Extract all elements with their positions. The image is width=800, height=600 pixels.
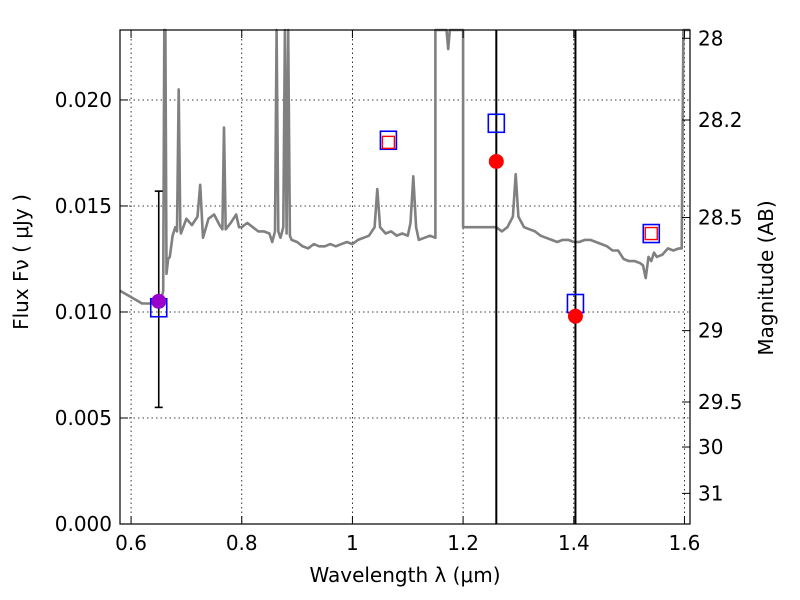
mag-tick-label: 31 bbox=[698, 481, 723, 505]
plot-frame bbox=[119, 29, 691, 525]
y-tick-label: 0.020 bbox=[55, 88, 112, 112]
grid-lines bbox=[120, 30, 690, 525]
inner-square-marker bbox=[381, 135, 396, 150]
x-tick-label: 0.6 bbox=[115, 531, 147, 555]
inner-square-marker bbox=[644, 226, 658, 241]
x-tick-label: 0.8 bbox=[226, 531, 258, 555]
mag-tick-label: 30 bbox=[698, 435, 723, 459]
model-square-marker bbox=[642, 223, 661, 244]
observed-point bbox=[488, 153, 504, 169]
x-tick-label: 1.6 bbox=[669, 531, 701, 555]
mag-tick-label: 29 bbox=[698, 319, 723, 343]
model-square-marker bbox=[379, 130, 398, 151]
x-tick-label: 1 bbox=[346, 531, 359, 555]
y-tick-label: 0.005 bbox=[55, 406, 112, 430]
x-axis-label: Wavelength λ (μm) bbox=[309, 563, 500, 587]
mag-tick-label: 28 bbox=[698, 26, 723, 50]
model-square-marker bbox=[487, 113, 506, 134]
x-tick-label: 1.4 bbox=[558, 531, 590, 555]
mag-tick-label: 29.5 bbox=[698, 390, 743, 414]
observed-point bbox=[567, 308, 583, 324]
x-tick-label: 1.2 bbox=[447, 531, 479, 555]
observed-point-purple bbox=[151, 293, 167, 309]
y-tick-label: 0.015 bbox=[55, 194, 112, 218]
y-axis-label: Flux Fν ( μJy ) bbox=[9, 194, 33, 330]
mag-tick-label: 28.5 bbox=[698, 206, 743, 230]
y-tick-label: 0.010 bbox=[55, 300, 112, 324]
y-axis-right-label: Magnitude (AB) bbox=[754, 200, 778, 355]
axis-ticks: 0.6 0.8 1 1.2 1.4 1.6 0.000 0.005 0.010 0.015 0.02… bbox=[55, 26, 743, 555]
mag-tick-label: 28.2 bbox=[698, 108, 743, 132]
spectrum-line bbox=[119, 28, 690, 307]
y-tick-label: 0.000 bbox=[55, 512, 112, 536]
series-layer bbox=[119, 28, 690, 524]
